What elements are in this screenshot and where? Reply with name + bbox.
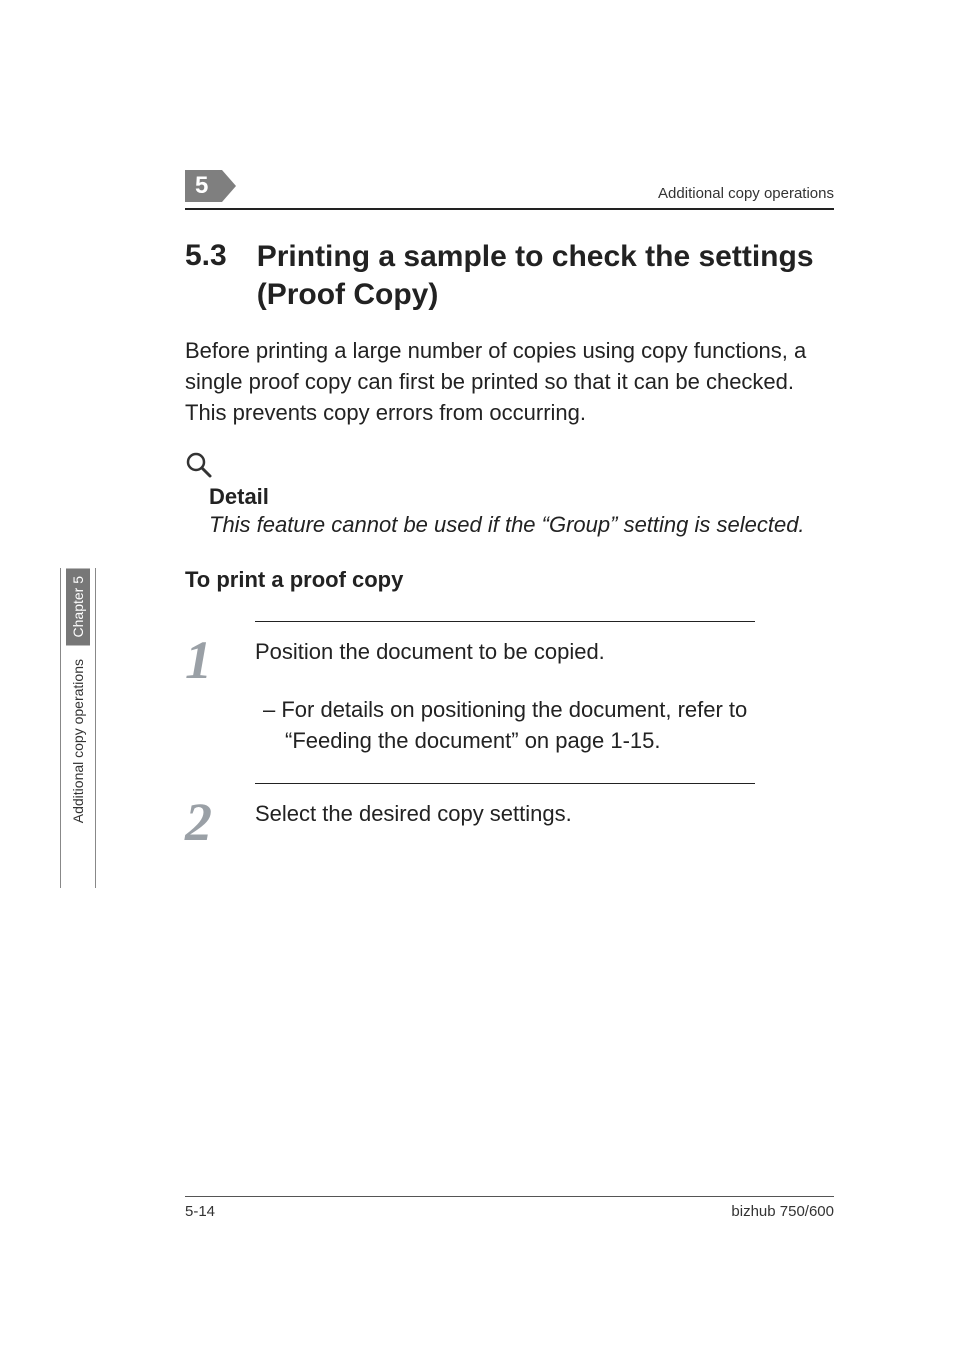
section-number: 5.3 — [185, 238, 227, 274]
page: Chapter 5 Additional copy operations 5 A… — [0, 0, 954, 1350]
chapter-badge: 5 — [185, 170, 222, 202]
footer-model: bizhub 750/600 — [731, 1203, 834, 1220]
section-title: Printing a sample to check the settings … — [257, 238, 834, 313]
subheading: To print a proof copy — [185, 567, 834, 593]
step-2: 2 Select the desired copy settings. — [185, 783, 834, 847]
side-tab: Chapter 5 Additional copy operations — [60, 568, 96, 888]
detail-block: Detail This feature cannot be used if th… — [185, 451, 834, 541]
step-number: 2 — [185, 798, 255, 847]
chapter-badge-arrow — [222, 170, 236, 202]
step-text: Select the desired copy settings. — [255, 798, 834, 829]
step-number: 1 — [185, 636, 255, 685]
magnifier-icon — [185, 451, 213, 484]
intro-paragraph: Before printing a large number of copies… — [185, 335, 834, 429]
step-rule — [255, 621, 755, 622]
section-heading: 5.3 Printing a sample to check the setti… — [185, 238, 834, 313]
running-title: Additional copy operations — [250, 185, 834, 202]
side-chapter-label: Chapter 5 — [66, 568, 90, 645]
detail-label: Detail — [209, 484, 834, 510]
footer-page-number: 5-14 — [185, 1203, 215, 1220]
step-1: 1 Position the document to be copied. – … — [185, 621, 834, 757]
step-text: Position the document to be copied. — [255, 636, 834, 667]
detail-text: This feature cannot be used if the “Grou… — [209, 510, 834, 541]
step-subtext: – For details on positioning the documen… — [285, 694, 834, 756]
page-footer: 5-14 bizhub 750/600 — [185, 1196, 834, 1220]
step-rule — [255, 783, 755, 784]
side-section-label: Additional copy operations — [68, 655, 88, 827]
running-header: 5 Additional copy operations — [185, 170, 834, 210]
